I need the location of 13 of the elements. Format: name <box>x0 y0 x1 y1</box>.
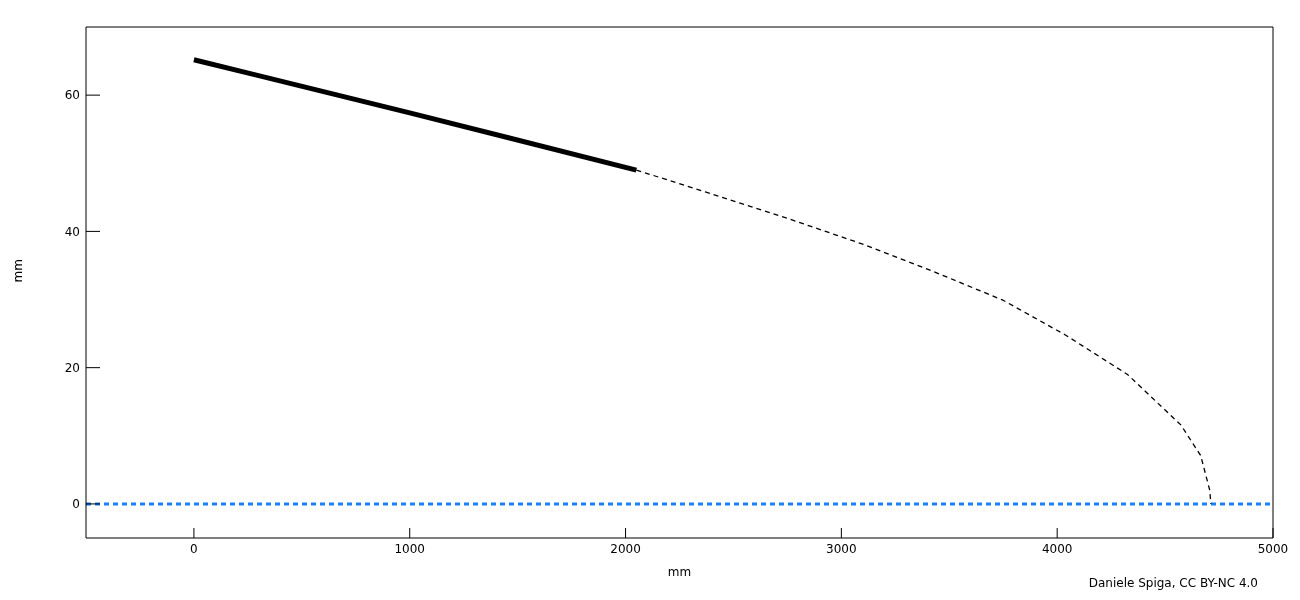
x-tick-label: 2000 <box>610 541 641 556</box>
x-axis-title: mm <box>667 565 692 579</box>
y-tick-label: 0 <box>72 497 80 512</box>
x-tick-label: 4000 <box>1041 541 1073 556</box>
y-tick-label: 20 <box>64 360 80 375</box>
y-tick-label: 60 <box>64 88 80 103</box>
text: Daniele Spiga, CC BY-NC 4.0 <box>1088 576 1258 590</box>
x-tick-label: 1000 <box>394 541 425 556</box>
x-tick-label: 0 <box>190 541 198 556</box>
y-tick-label: 40 <box>64 224 80 239</box>
x-tick-label: 5000 <box>1257 541 1289 556</box>
y-axis-title: mm <box>11 259 26 283</box>
x-tick-label: 3000 <box>826 541 857 556</box>
